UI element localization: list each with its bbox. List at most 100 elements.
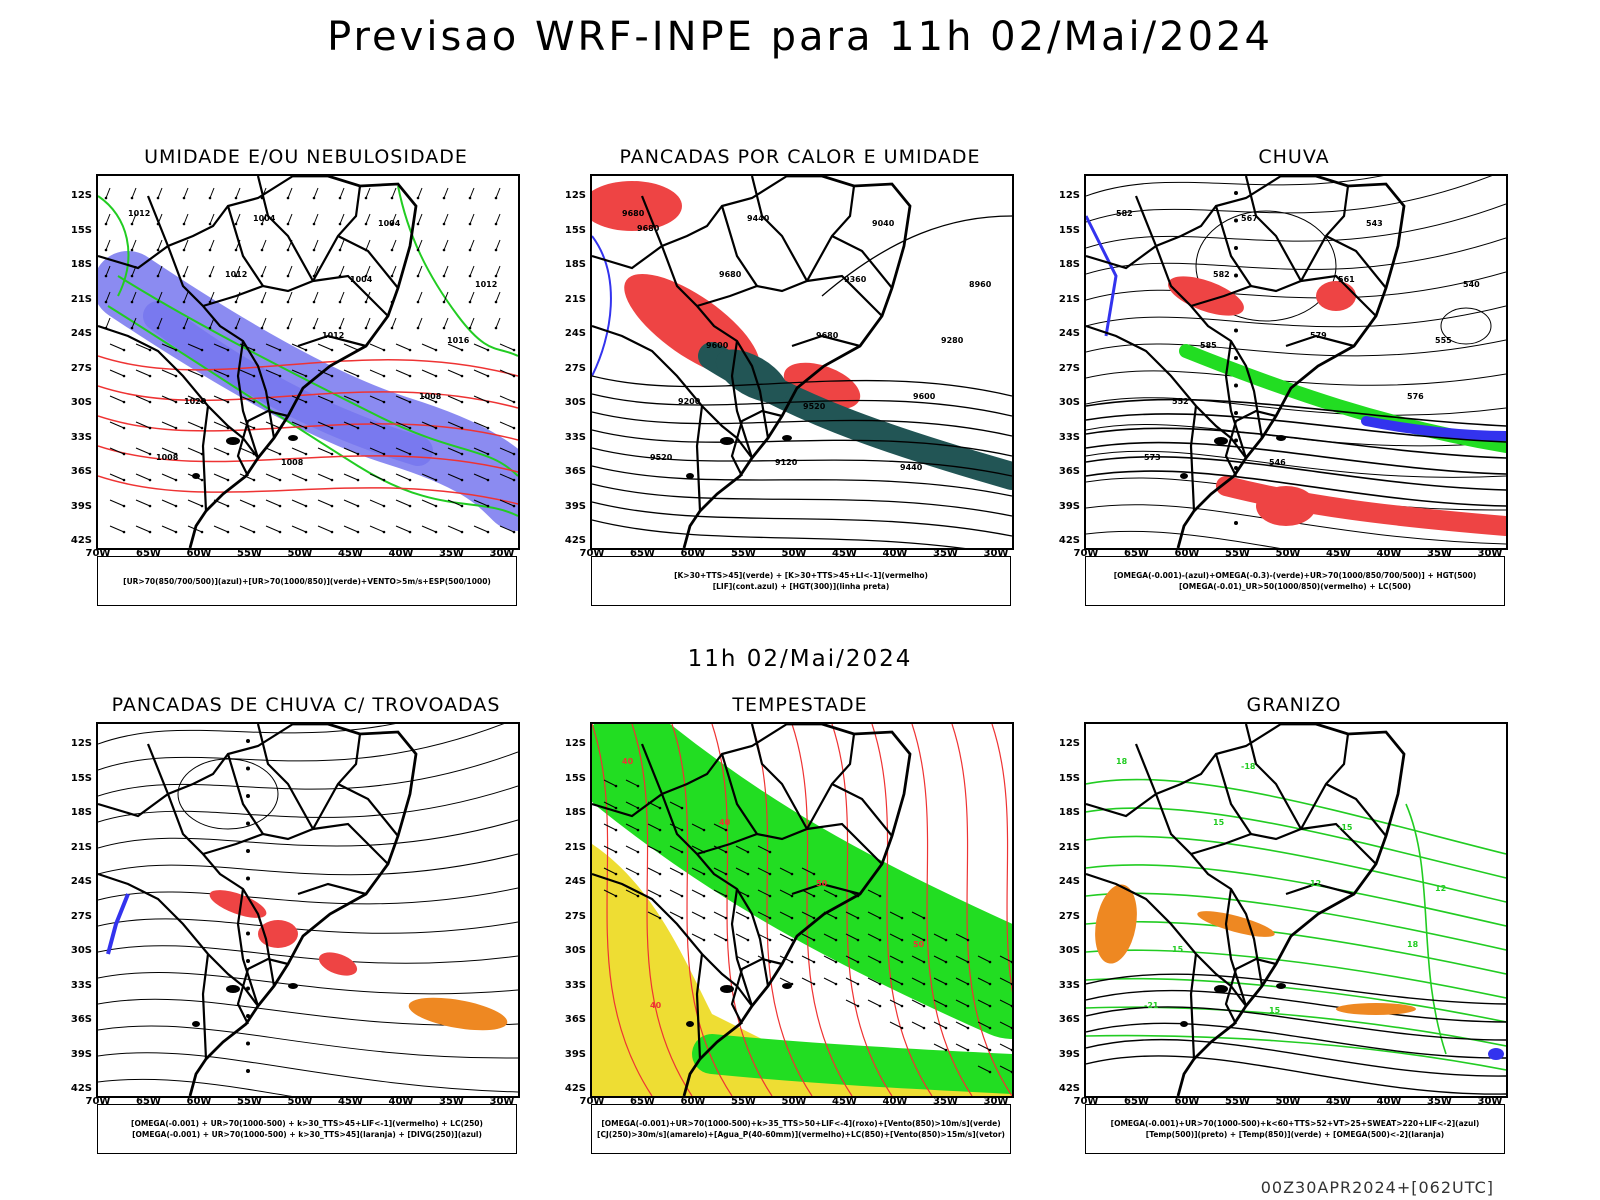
wind-vector xyxy=(447,473,463,481)
wind-vector xyxy=(647,867,661,875)
lat-tick: 15S xyxy=(70,224,92,236)
wind-vector xyxy=(713,845,727,853)
lat-tick: 33S xyxy=(1058,979,1080,991)
lon-tick: 40W xyxy=(388,548,414,559)
vector-head xyxy=(338,300,342,304)
border-line xyxy=(226,205,264,287)
streamline-arrow xyxy=(1234,356,1238,360)
rain-blue xyxy=(1086,215,1118,337)
streamline xyxy=(98,785,518,823)
vector-head xyxy=(130,274,134,278)
wind-vector xyxy=(713,933,727,941)
vector-head xyxy=(512,348,516,352)
hgt-label: 9680 xyxy=(719,270,742,279)
wind-vector xyxy=(109,343,125,351)
vector-head xyxy=(356,530,360,534)
streamline-arrow xyxy=(246,1041,250,1046)
hgt-label: 9440 xyxy=(900,463,923,472)
vector-head xyxy=(812,938,816,942)
wind-vector xyxy=(473,499,489,507)
wind-vector xyxy=(239,525,255,533)
vector-head xyxy=(768,872,772,876)
lagoon xyxy=(1214,985,1228,993)
wind-vector xyxy=(625,801,639,809)
wind-vector xyxy=(447,421,463,429)
rain-red xyxy=(1316,281,1356,311)
rain-blue xyxy=(1361,416,1506,441)
wind-vector xyxy=(469,187,475,199)
vector-head xyxy=(434,348,438,352)
border-line xyxy=(202,274,389,317)
vector-head xyxy=(878,938,882,942)
wind-vector xyxy=(603,867,617,875)
vector-head xyxy=(486,452,490,456)
green-contour xyxy=(117,275,518,477)
vector-head xyxy=(460,426,464,430)
border-line xyxy=(660,245,770,439)
lon-tick: 65W xyxy=(136,1096,161,1107)
lake xyxy=(1180,1021,1188,1027)
temp-label: 15 xyxy=(1213,818,1225,827)
vector-head xyxy=(856,1004,860,1008)
lat-tick: 24S xyxy=(70,876,92,887)
border-line xyxy=(1154,245,1264,439)
vector-head xyxy=(468,274,472,278)
vector-head xyxy=(614,784,618,788)
wind-vector xyxy=(999,955,1012,963)
lat-tick: 30S xyxy=(564,945,586,956)
storm-red xyxy=(258,920,298,948)
wind-vector xyxy=(235,317,241,329)
lat-tick: 18S xyxy=(564,807,586,818)
vector-head xyxy=(174,374,178,378)
lat-tick: 33S xyxy=(70,431,92,443)
wind-vector xyxy=(265,421,281,429)
rain-red xyxy=(1168,276,1244,316)
border-line xyxy=(1086,872,1247,1007)
vector-head xyxy=(434,504,438,508)
wind-vector xyxy=(365,265,371,277)
vector-head xyxy=(408,452,412,456)
lat-tick: 30S xyxy=(70,397,92,408)
pressure-label: 1004 xyxy=(378,219,401,228)
hgt-label: 9680 xyxy=(637,224,660,233)
wind-vector xyxy=(135,395,151,403)
legend-box: [K>30+TTS>45](verde) + [K>30+TTS>45+LI<-… xyxy=(591,556,1011,606)
wind-vector xyxy=(291,369,307,377)
lat-tick: 21S xyxy=(1058,293,1080,305)
vector-head xyxy=(252,400,256,404)
streamline xyxy=(1086,450,1506,478)
border-line xyxy=(695,405,704,512)
lon-tick: 35W xyxy=(1427,1096,1452,1107)
wind-vector xyxy=(933,1043,947,1051)
wind-vector xyxy=(343,421,359,429)
temp850-contour xyxy=(1086,1034,1506,1071)
temp850-contour xyxy=(1086,977,1506,1023)
legend-line: [OMEGA(-0.01)_UR>50(1000/850)(vermelho) … xyxy=(1178,582,1412,591)
border-line xyxy=(1134,195,1158,247)
vector-head xyxy=(382,348,386,352)
vector-head xyxy=(486,426,490,430)
wind-vector xyxy=(845,999,859,1007)
wind-vector xyxy=(603,823,617,831)
lat-tick: 15S xyxy=(70,772,92,784)
vector-head xyxy=(746,894,750,898)
lat-tick: 42S xyxy=(70,1083,92,1094)
wind-vector xyxy=(473,421,489,429)
border-line xyxy=(831,235,893,289)
vector-head xyxy=(356,452,360,456)
vector-head xyxy=(156,248,160,252)
vector-head xyxy=(460,452,464,456)
wind-vector xyxy=(235,187,241,199)
vector-head xyxy=(658,850,662,854)
wind-vector xyxy=(391,265,397,277)
vector-head xyxy=(636,872,640,876)
wind-vector xyxy=(395,499,411,507)
vector-head xyxy=(636,806,640,810)
pressure-label: 1008 xyxy=(281,458,304,467)
wind-vector xyxy=(417,265,423,277)
border-line xyxy=(98,176,294,270)
vector-head xyxy=(252,530,256,534)
wind-vector xyxy=(109,369,125,377)
streamline-arrow xyxy=(1234,191,1238,195)
vector-head xyxy=(312,196,316,200)
